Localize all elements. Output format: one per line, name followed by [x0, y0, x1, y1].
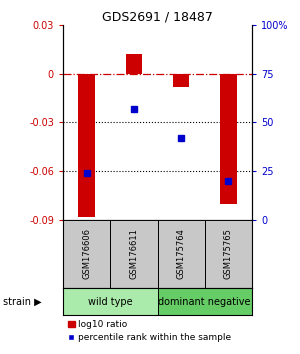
Bar — [63, 220, 110, 288]
Bar — [158, 220, 205, 288]
Text: dominant negative: dominant negative — [158, 297, 251, 307]
Text: GSM175764: GSM175764 — [177, 228, 186, 279]
Bar — [126, 54, 142, 74]
Legend: log10 ratio, percentile rank within the sample: log10 ratio, percentile rank within the … — [68, 320, 232, 342]
Bar — [110, 220, 158, 288]
Text: GSM176606: GSM176606 — [82, 228, 91, 279]
Text: GSM175765: GSM175765 — [224, 228, 233, 279]
Text: GSM176611: GSM176611 — [129, 228, 138, 279]
Bar — [173, 74, 189, 86]
Title: GDS2691 / 18487: GDS2691 / 18487 — [102, 11, 213, 24]
Bar — [158, 288, 252, 315]
Text: strain ▶: strain ▶ — [3, 297, 42, 307]
Bar — [205, 220, 252, 288]
Text: wild type: wild type — [88, 297, 133, 307]
Bar — [63, 288, 158, 315]
Bar — [220, 74, 237, 204]
Bar — [78, 74, 95, 217]
